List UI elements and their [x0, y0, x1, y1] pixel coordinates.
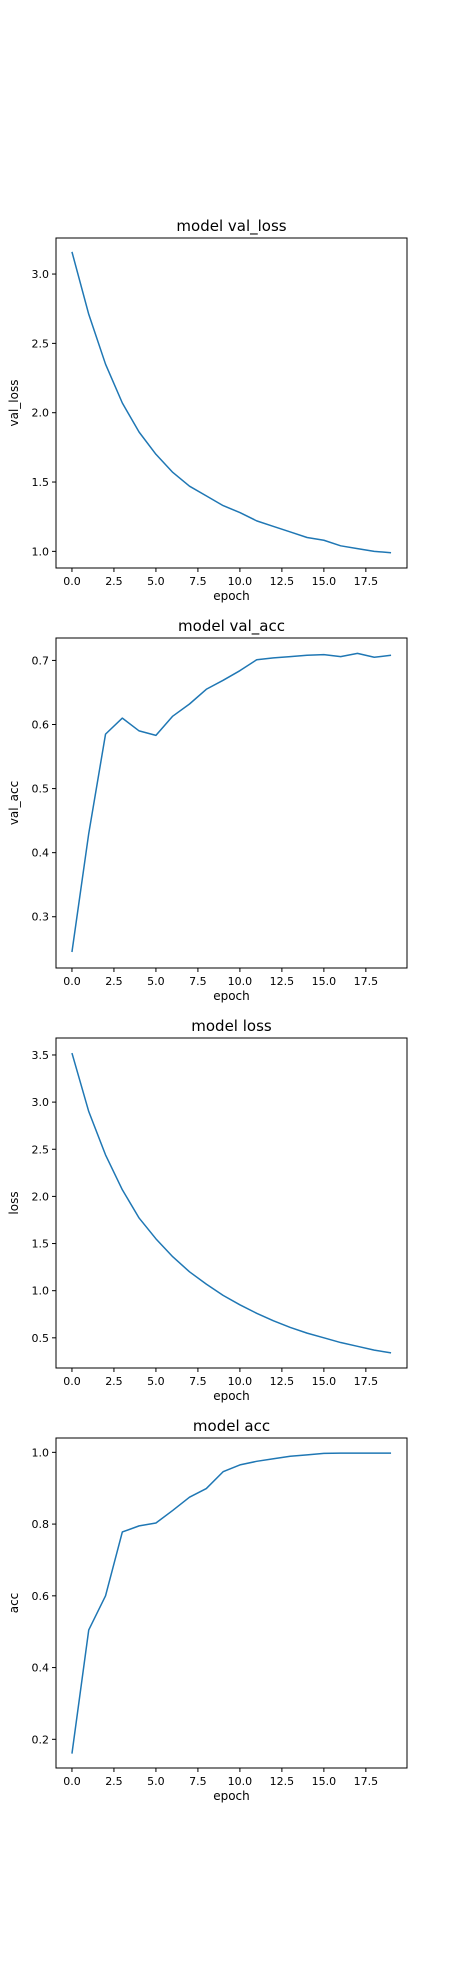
x-tick-label: 15.0 [312, 575, 337, 588]
chart-title: model loss [191, 1017, 272, 1035]
x-tick-label: 15.0 [312, 1775, 337, 1788]
x-tick-label: 17.5 [354, 1375, 379, 1388]
y-tick-label: 3.5 [32, 1049, 50, 1062]
x-tick-label: 0.0 [63, 1775, 81, 1788]
x-tick-label: 12.5 [270, 975, 295, 988]
x-tick-label: 12.5 [270, 1375, 295, 1388]
chart-panel-3: model acc 0.0 2.5 5.0 7.5 10.0 12.5 15.0 17.5 0.2… [7, 1417, 408, 1803]
y-tick-label: 0.5 [32, 1332, 50, 1345]
x-tick-label: 17.5 [354, 1775, 379, 1788]
y-tick-label: 3.0 [32, 268, 50, 281]
y-tick-label: 3.0 [32, 1096, 50, 1109]
chart-panel-0: model val_loss 0.0 2.5 5.0 7.5 10.0 12.5 15.0 17… [7, 217, 408, 603]
y-tick-label: 0.5 [32, 783, 50, 796]
x-tick-label: 10.0 [228, 1775, 253, 1788]
x-tick-label: 12.5 [270, 575, 295, 588]
x-tick-label: 17.5 [354, 575, 379, 588]
x-tick-label: 2.5 [105, 975, 123, 988]
chart-title: model val_loss [176, 217, 286, 236]
x-tick-label: 10.0 [228, 1375, 253, 1388]
plot-frame [55, 1037, 408, 1369]
plot-frame [55, 637, 408, 969]
y-tick-label: 0.6 [32, 719, 50, 732]
chart-panel-2: model loss 0.0 2.5 5.0 7.5 10.0 12.5 15.0 17.5 0.… [7, 1017, 408, 1403]
y-tick-label: 2.0 [32, 1190, 50, 1203]
y-tick-label: 0.8 [32, 1518, 50, 1531]
y-tick-label: 1.5 [32, 476, 50, 489]
y-tick-label: 1.0 [32, 1446, 50, 1459]
plot-frame [55, 237, 408, 569]
x-tick-label: 7.5 [189, 1775, 207, 1788]
y-axis-label: val_loss [7, 380, 21, 427]
x-tick-label: 12.5 [270, 1775, 295, 1788]
x-tick-label: 5.0 [147, 575, 165, 588]
y-tick-label: 0.6 [32, 1590, 50, 1603]
y-tick-label: 0.7 [32, 654, 50, 667]
x-axis-label: epoch [213, 989, 250, 1003]
y-tick-label: 1.5 [32, 1238, 50, 1251]
plot-frame [55, 1437, 408, 1769]
y-axis-label: acc [7, 1593, 21, 1614]
y-tick-label: 0.4 [32, 1662, 50, 1675]
x-tick-label: 5.0 [147, 1375, 165, 1388]
x-tick-label: 7.5 [189, 975, 207, 988]
x-tick-label: 5.0 [147, 1775, 165, 1788]
series-line [71, 652, 392, 953]
series-line [71, 1452, 392, 1754]
y-tick-label: 0.3 [32, 911, 50, 924]
y-tick-label: 1.0 [32, 545, 50, 558]
chart-title: model val_acc [178, 617, 285, 636]
y-tick-label: 1.0 [32, 1285, 50, 1298]
x-axis-label: epoch [213, 1789, 250, 1803]
chart-title: model acc [193, 1417, 270, 1435]
x-tick-label: 7.5 [189, 575, 207, 588]
x-tick-label: 2.5 [105, 1375, 123, 1388]
x-tick-label: 15.0 [312, 975, 337, 988]
x-axis-label: epoch [213, 589, 250, 603]
series-line [71, 1052, 392, 1354]
x-tick-label: 15.0 [312, 1375, 337, 1388]
y-tick-label: 0.2 [32, 1733, 50, 1746]
x-tick-label: 0.0 [63, 975, 81, 988]
x-axis-label: epoch [213, 1389, 250, 1403]
y-tick-label: 2.5 [32, 1143, 50, 1156]
x-tick-label: 2.5 [105, 575, 123, 588]
y-axis-label: val_acc [7, 781, 21, 825]
x-tick-label: 2.5 [105, 1775, 123, 1788]
y-tick-label: 0.4 [32, 847, 50, 860]
x-tick-label: 7.5 [189, 1375, 207, 1388]
y-tick-label: 2.5 [32, 337, 50, 350]
x-tick-label: 5.0 [147, 975, 165, 988]
x-tick-label: 10.0 [228, 975, 253, 988]
y-axis-label: loss [7, 1191, 21, 1214]
x-tick-label: 10.0 [228, 575, 253, 588]
x-tick-label: 0.0 [63, 575, 81, 588]
x-tick-label: 0.0 [63, 1375, 81, 1388]
x-tick-label: 17.5 [354, 975, 379, 988]
y-tick-label: 2.0 [32, 407, 50, 420]
chart-panel-1: model val_acc 0.0 2.5 5.0 7.5 10.0 12.5 15.0 17.… [7, 617, 408, 1003]
series-line [71, 251, 392, 554]
